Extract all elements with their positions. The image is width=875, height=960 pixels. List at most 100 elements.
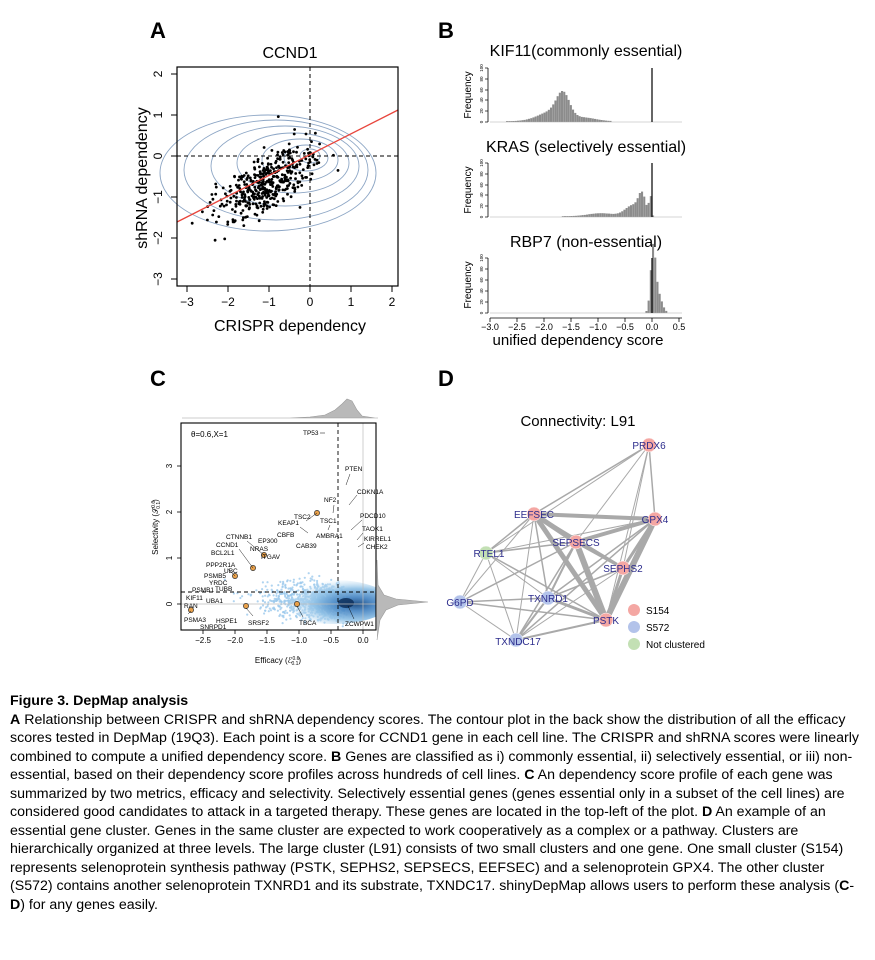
gene-point bbox=[290, 605, 293, 608]
b-xtick: 0.5 bbox=[673, 322, 686, 332]
gene-point bbox=[320, 598, 323, 602]
gene-point bbox=[330, 589, 333, 592]
gene-point bbox=[301, 603, 304, 606]
scatter-point bbox=[238, 189, 242, 192]
network-edges bbox=[459, 444, 658, 641]
gene-point bbox=[331, 616, 334, 620]
gene-point bbox=[290, 606, 293, 609]
gene-point bbox=[309, 587, 312, 590]
gene-point bbox=[319, 593, 322, 596]
scatter-point bbox=[241, 218, 245, 222]
histogram-bar bbox=[523, 119, 526, 122]
gene-point bbox=[328, 601, 331, 604]
histogram-bar bbox=[594, 118, 597, 122]
gene-point bbox=[315, 598, 318, 601]
gene-point bbox=[331, 606, 334, 610]
gene-point bbox=[283, 601, 286, 605]
gene-point bbox=[292, 599, 295, 602]
gene-point bbox=[309, 606, 312, 609]
gene-point bbox=[347, 597, 351, 600]
gene-point bbox=[322, 595, 325, 598]
c-xtick: −2.5 bbox=[195, 636, 211, 645]
gene-point bbox=[295, 583, 299, 586]
scatter-point bbox=[242, 174, 246, 177]
gene-point bbox=[302, 605, 305, 608]
scatter-point bbox=[288, 151, 292, 155]
gene-point bbox=[299, 585, 302, 588]
gene-point bbox=[279, 592, 283, 596]
gene-point bbox=[298, 593, 301, 596]
gene-point bbox=[330, 597, 333, 600]
scatter-point bbox=[244, 215, 248, 219]
a-xtick: −3 bbox=[180, 295, 194, 309]
scatter-point bbox=[223, 237, 227, 241]
gene-point bbox=[310, 595, 313, 599]
gene-point bbox=[317, 605, 320, 608]
gene-point bbox=[292, 593, 295, 596]
scatter-point bbox=[251, 180, 255, 183]
gene-point bbox=[324, 599, 327, 602]
gene-point bbox=[279, 580, 282, 584]
gene-point bbox=[293, 604, 296, 607]
gene-point bbox=[316, 581, 319, 585]
scatter-point bbox=[238, 202, 242, 206]
gene-point bbox=[318, 600, 321, 604]
gene-point bbox=[292, 608, 295, 611]
scatter-point bbox=[259, 204, 263, 208]
scatter-point bbox=[239, 211, 243, 215]
gene-point bbox=[287, 604, 290, 607]
scatter-point bbox=[275, 174, 279, 178]
scatter-point bbox=[247, 201, 251, 205]
scatter-point bbox=[255, 180, 258, 184]
scatter-point bbox=[306, 147, 309, 151]
scatter-point bbox=[231, 208, 234, 211]
scatter-point bbox=[257, 184, 261, 188]
gene-point bbox=[311, 597, 315, 600]
gene-point bbox=[333, 608, 336, 611]
gene-point bbox=[340, 603, 344, 606]
gene-point bbox=[316, 584, 319, 587]
scatter-point bbox=[287, 142, 291, 146]
gene-point bbox=[330, 596, 333, 600]
gene-point bbox=[312, 596, 315, 600]
gene-point bbox=[296, 582, 299, 585]
scatter-point bbox=[286, 150, 290, 154]
gene-point bbox=[338, 614, 341, 617]
scatter-point bbox=[225, 194, 229, 198]
gene-point bbox=[318, 595, 321, 598]
scatter-point bbox=[267, 189, 270, 193]
gene-point bbox=[318, 598, 321, 601]
scatter-point bbox=[304, 132, 308, 136]
gene-point bbox=[312, 599, 315, 602]
scatter-point bbox=[239, 190, 243, 194]
gene-point bbox=[310, 606, 313, 610]
scatter-point bbox=[246, 174, 250, 178]
scatter-point bbox=[270, 183, 274, 186]
gene-point bbox=[315, 607, 319, 610]
gene-point bbox=[317, 619, 320, 622]
gene-point bbox=[271, 591, 274, 594]
caption-ref: B bbox=[331, 748, 342, 765]
histogram-bar bbox=[602, 120, 605, 122]
gene-point bbox=[330, 590, 333, 593]
gene-point bbox=[276, 589, 279, 592]
gene-point bbox=[324, 584, 327, 587]
gene-point bbox=[261, 588, 264, 591]
gene-point bbox=[321, 608, 324, 611]
gene-point bbox=[325, 588, 328, 591]
gene-point bbox=[326, 596, 329, 599]
gene-point bbox=[316, 583, 319, 586]
gene-point bbox=[310, 593, 314, 596]
gene-label: CTNNB1 bbox=[226, 534, 252, 541]
scatter-point bbox=[284, 164, 287, 168]
gene-point bbox=[321, 608, 324, 611]
gene-point bbox=[317, 605, 321, 608]
scatter-point bbox=[268, 180, 272, 184]
scatter-point bbox=[286, 187, 289, 190]
scatter-point bbox=[277, 188, 281, 192]
caption-text: ) for any genes easily. bbox=[20, 896, 158, 913]
gene-point bbox=[315, 604, 318, 608]
scatter-point bbox=[249, 179, 253, 183]
gene-point bbox=[318, 609, 321, 612]
gene-point bbox=[282, 592, 286, 595]
